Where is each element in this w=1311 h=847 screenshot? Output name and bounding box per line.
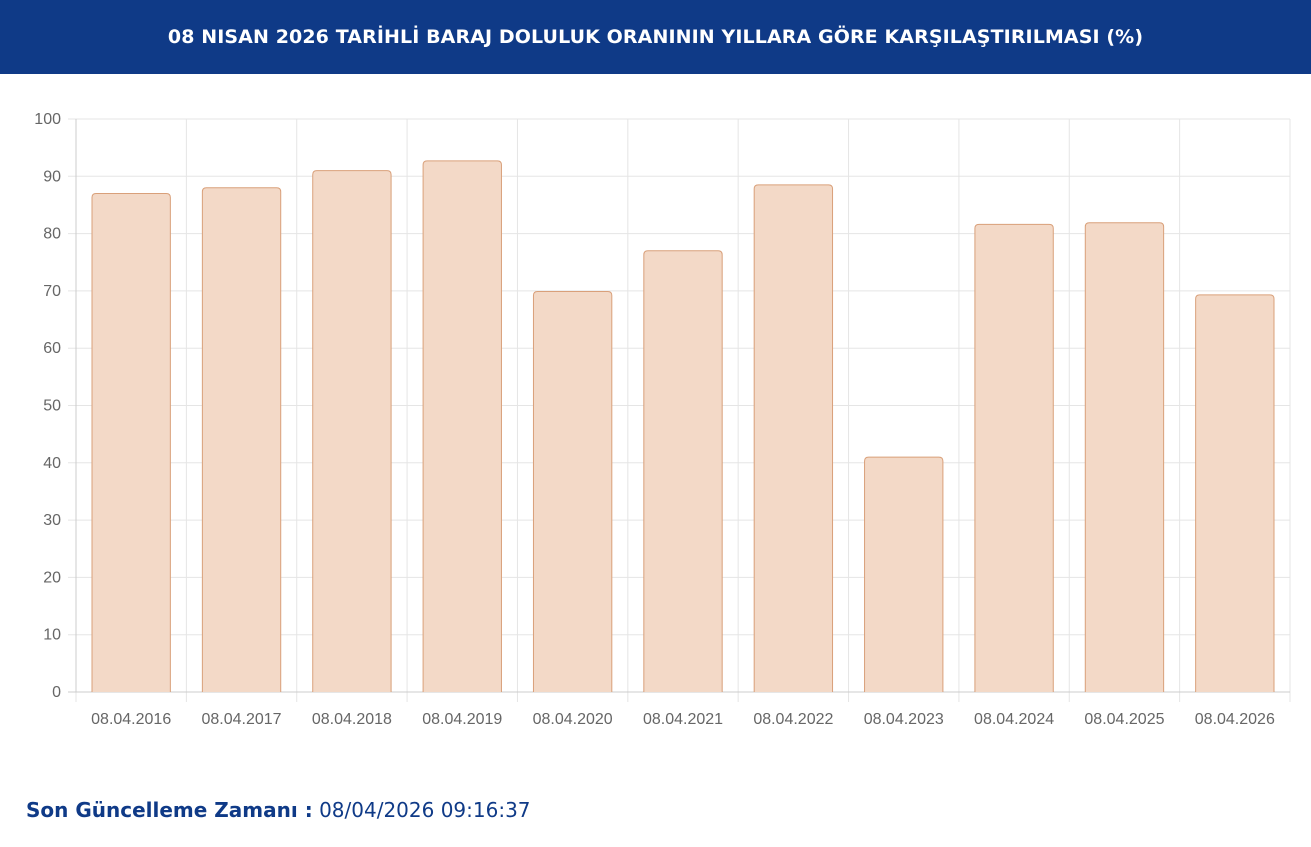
bar bbox=[91, 192, 171, 692]
last-update: Son Güncelleme Zamanı : 08/04/2026 09:16… bbox=[26, 798, 531, 822]
y-tick-label: 0 bbox=[52, 684, 61, 701]
y-tick-label: 80 bbox=[43, 226, 61, 243]
bar bbox=[864, 456, 944, 692]
y-tick-label: 20 bbox=[43, 569, 61, 586]
bar bbox=[974, 223, 1054, 692]
bar bbox=[532, 290, 613, 692]
chart-area: 0 10 20 30 40 50 60 70 80 90 100 08.04.2016 08.04.20… bbox=[0, 74, 1311, 754]
x-tick-label: 08.04.2018 bbox=[312, 711, 392, 728]
y-tick-label: 90 bbox=[43, 168, 61, 185]
y-tick-label: 10 bbox=[43, 627, 61, 644]
chart-title: 08 NISAN 2026 TARİHLİ BARAJ DOLULUK ORAN… bbox=[167, 26, 1144, 48]
bar-chart: 0 10 20 30 40 50 60 70 80 90 100 08.04.2016 08.04.20… bbox=[34, 111, 1291, 728]
x-tick-label: 08.04.2017 bbox=[202, 711, 282, 728]
bar bbox=[312, 170, 392, 692]
chart-header: 08 NISAN 2026 TARİHLİ BARAJ DOLULUK ORAN… bbox=[0, 0, 1311, 74]
x-tick-label: 08.04.2016 bbox=[91, 711, 171, 728]
y-tick-label: 100 bbox=[34, 111, 61, 128]
bar bbox=[753, 184, 834, 692]
x-tick-label: 08.04.2020 bbox=[533, 711, 613, 728]
x-tick-label: 08.04.2022 bbox=[753, 711, 833, 728]
bar bbox=[1084, 222, 1165, 692]
x-tick-label: 08.04.2019 bbox=[422, 711, 502, 728]
bar bbox=[1195, 294, 1275, 692]
y-tick-label: 30 bbox=[43, 512, 61, 529]
x-tick-label: 08.04.2023 bbox=[864, 711, 944, 728]
last-update-label: Son Güncelleme Zamanı : bbox=[26, 798, 313, 822]
bar bbox=[643, 250, 723, 692]
x-tick-label: 08.04.2026 bbox=[1195, 711, 1275, 728]
bar bbox=[422, 160, 502, 692]
x-tick-label: 08.04.2021 bbox=[643, 711, 723, 728]
x-tick-label: 08.04.2024 bbox=[974, 711, 1054, 728]
last-update-value: 08/04/2026 09:16:37 bbox=[319, 798, 531, 822]
x-tick-label: 08.04.2025 bbox=[1084, 711, 1164, 728]
y-tick-label: 40 bbox=[43, 455, 61, 472]
bar bbox=[201, 187, 282, 692]
y-tick-label: 60 bbox=[43, 340, 61, 357]
y-tick-label: 70 bbox=[43, 283, 61, 300]
y-tick-label: 50 bbox=[43, 398, 61, 415]
